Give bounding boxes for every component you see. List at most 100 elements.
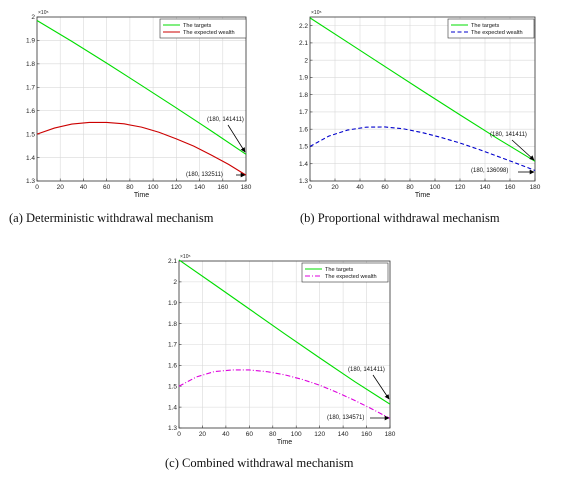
x-axis-label: Time <box>277 439 292 446</box>
y-tick-label: 1.8 <box>26 61 35 68</box>
series-line-expected-wealth <box>178 369 391 419</box>
x-tick-label: 180 <box>385 431 396 438</box>
series-line-targets <box>309 17 536 162</box>
x-tick-label: 180 <box>241 184 252 191</box>
chart-panel-1: 0 20 40 60 80 100 120 140 160 180 1.3 1.4 1.5 1.6 1.7 1… <box>9 10 252 225</box>
y-tick-label: 1.7 <box>299 109 308 116</box>
y-tick-label: 1.5 <box>299 144 308 151</box>
legend-label: The targets <box>471 23 499 29</box>
y-tick-label: 2 <box>173 279 177 286</box>
y-tick-label: 1.9 <box>168 300 177 307</box>
axes-frame <box>36 16 247 182</box>
x-tick-label: 120 <box>314 431 325 438</box>
legend-box <box>447 18 535 39</box>
x-tick-label: 140 <box>338 431 349 438</box>
subfigure-caption: (c) Combined withdrawal mechanism <box>165 456 354 470</box>
x-tick-label: 40 <box>356 184 364 191</box>
x-tick-label: 0 <box>35 184 39 191</box>
plot-area <box>37 17 246 181</box>
x-tick-label: 80 <box>126 184 134 191</box>
y-tick-label: 1.8 <box>168 321 177 328</box>
x-tick-label: 40 <box>222 431 230 438</box>
annotation-arrow <box>511 139 535 161</box>
annotation-label: (180, 132511) <box>186 172 223 178</box>
y-tick-label: 1.3 <box>26 178 35 185</box>
y-multiplier-label: ×10⁵ <box>311 10 322 16</box>
x-tick-label: 40 <box>80 184 88 191</box>
x-tick-label: 160 <box>505 184 516 191</box>
y-tick-label: 1.6 <box>26 108 35 115</box>
x-tick-label: 160 <box>217 184 228 191</box>
y-tick-label: 1.8 <box>299 92 308 99</box>
legend-label: The expected wealth <box>325 274 377 280</box>
annotation-label: (180, 141411) <box>490 132 527 138</box>
axes-frame <box>178 260 391 429</box>
y-tick-label: 2 <box>31 14 35 21</box>
x-tick-label: 120 <box>455 184 466 191</box>
x-tick-label: 120 <box>171 184 182 191</box>
annotation-arrow <box>372 374 390 400</box>
y-tick-label: 1.7 <box>26 84 35 91</box>
y-tick-label: 1.4 <box>299 161 308 168</box>
x-tick-label: 60 <box>381 184 389 191</box>
plot-area <box>310 17 535 181</box>
legend-label: The expected wealth <box>183 30 235 36</box>
y-tick-label: 1.5 <box>168 383 177 390</box>
y-tick-label: 1.7 <box>168 342 177 349</box>
y-tick-label: 1.4 <box>26 155 35 162</box>
legend-label: The targets <box>325 267 353 273</box>
x-tick-label: 100 <box>291 431 302 438</box>
y-tick-label: 1.6 <box>168 363 177 370</box>
x-axis-label: Time <box>415 192 430 199</box>
y-tick-label: 2.2 <box>299 23 308 30</box>
x-tick-label: 20 <box>199 431 207 438</box>
x-tick-label: 0 <box>308 184 312 191</box>
series-line-expected-wealth <box>36 121 247 176</box>
series-line-targets <box>36 20 247 155</box>
x-tick-label: 60 <box>103 184 111 191</box>
x-tick-label: 80 <box>269 431 277 438</box>
x-tick-label: 140 <box>480 184 491 191</box>
y-tick-label: 2 <box>304 57 308 64</box>
legend-box <box>301 262 389 283</box>
x-axis-label: Time <box>134 192 149 199</box>
chart-panel-3: 0 20 40 60 80 100 120 140 160 180 1.3 1.4 1.5 1.6 1.7 1… <box>165 254 396 470</box>
x-tick-label: 180 <box>530 184 541 191</box>
y-tick-label: 1.4 <box>168 404 177 411</box>
x-tick-label: 20 <box>331 184 339 191</box>
charts-root: 0 20 40 60 80 100 120 140 160 1801.31.41.51.61.71… <box>9 10 541 470</box>
y-multiplier-label: ×10⁵ <box>38 10 49 16</box>
x-tick-label: 80 <box>406 184 414 191</box>
y-tick-label: 1.5 <box>26 131 35 138</box>
x-tick-label: 160 <box>361 431 372 438</box>
y-tick-label: 1.3 <box>299 178 308 185</box>
annotation-label: (180, 134571) <box>327 415 364 421</box>
series-line-targets <box>178 259 391 405</box>
series-line-expected-wealth <box>309 126 536 171</box>
x-tick-label: 100 <box>148 184 159 191</box>
y-tick-label: 1.3 <box>168 425 177 432</box>
legend-box <box>159 18 247 39</box>
y-tick-label: 2.1 <box>168 258 177 265</box>
annotation-label: (180, 141411) <box>348 367 385 373</box>
axes-frame <box>309 16 536 182</box>
legend-label: The targets <box>183 23 211 29</box>
x-tick-label: 60 <box>246 431 254 438</box>
legend-label: The expected wealth <box>471 30 523 36</box>
y-tick-label: 1.6 <box>299 126 308 133</box>
y-tick-label: 1.9 <box>26 38 35 45</box>
annotation-label: (180, 136098) <box>471 168 508 174</box>
subfigure-caption: (a) Deterministic withdrawal mechanism <box>9 211 214 225</box>
y-tick-label: 2.1 <box>299 40 308 47</box>
y-tick-label: 1.9 <box>299 75 308 82</box>
chart-panel-2: 0 20 40 60 80 100 120 140 160 180 1.3 1.4 1.5 1.6 1.7 1… <box>299 10 541 225</box>
y-multiplier-label: ×10⁵ <box>180 254 191 260</box>
x-tick-label: 0 <box>177 431 181 438</box>
x-tick-label: 100 <box>430 184 441 191</box>
annotation-arrow <box>227 124 246 153</box>
x-tick-label: 20 <box>57 184 65 191</box>
